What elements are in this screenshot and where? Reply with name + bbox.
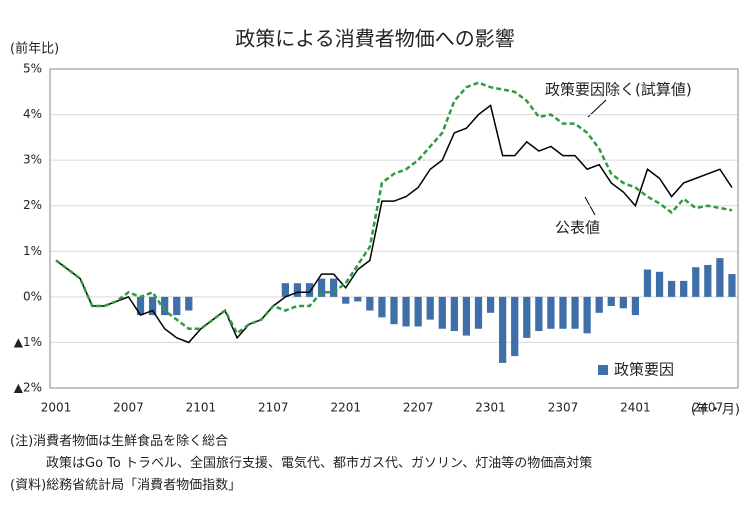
bar — [414, 296, 422, 327]
note: (注)消費者物価は生鮮食品を除く総合 — [10, 434, 229, 449]
note: (資料)総務省統計局「消費者物価指数」 — [10, 478, 242, 493]
bar — [342, 296, 350, 304]
y-tick-label: 5% — [23, 62, 42, 76]
bar — [462, 296, 471, 336]
y-tick-label: ▲1% — [14, 335, 42, 349]
bar — [173, 296, 181, 316]
bar — [692, 267, 700, 297]
bar — [728, 274, 736, 297]
y-tick-label: 4% — [23, 107, 42, 121]
x-tick-label: 2201 — [330, 401, 361, 415]
bar — [535, 296, 543, 332]
series-label: 公表値 — [555, 219, 600, 237]
y-tick-label: ▲2% — [14, 381, 42, 395]
bar — [317, 278, 326, 297]
chart-title: 政策による消費者物価への影響 — [235, 27, 514, 51]
x-tick-label: 2207 — [403, 401, 434, 415]
x-tick-label: 2007 — [113, 401, 144, 415]
bar — [354, 296, 362, 302]
bar — [293, 283, 302, 297]
bar — [583, 296, 591, 334]
bar — [426, 296, 434, 320]
x-tick-label: 2307 — [548, 401, 579, 415]
bar — [547, 296, 555, 329]
plot-frame — [49, 68, 739, 389]
x-tick-label: 2001 — [41, 401, 72, 415]
note: 政策はGo To トラベル、全国旅行支援、電気代、都市ガス代、ガソリン、灯油等の… — [46, 456, 593, 471]
bar — [667, 280, 676, 297]
series-label: 政策要因 — [614, 361, 674, 379]
y-tick-label: 0% — [23, 289, 42, 303]
bar — [161, 296, 169, 316]
bar — [136, 296, 145, 316]
chart: 政策による消費者物価への影響 (前年比) (年・月) ▲2% ▲1% 0% 1% 2% 3… — [10, 27, 740, 418]
bar — [185, 296, 193, 311]
bar — [148, 296, 157, 316]
bar — [305, 283, 314, 297]
x-tick-label: 2301 — [475, 401, 506, 415]
bar — [486, 296, 495, 313]
bar — [499, 296, 507, 363]
x-tick-label: 2407 — [693, 401, 724, 415]
x-axis-label: (年・月) — [691, 403, 740, 418]
bar — [330, 278, 338, 297]
y-tick-label: 3% — [23, 153, 42, 167]
bar — [523, 296, 531, 338]
bar — [402, 296, 410, 327]
y-axis-label: (前年比) — [10, 41, 59, 57]
x-tick-label: 2401 — [620, 401, 651, 415]
bar — [511, 296, 519, 357]
bar — [450, 296, 458, 332]
y-tick-label: 1% — [23, 244, 42, 258]
bar — [631, 296, 640, 316]
bar — [390, 296, 398, 325]
bar — [378, 296, 386, 318]
bar — [655, 271, 664, 297]
x-tick-label: 2107 — [258, 401, 289, 415]
bar — [366, 296, 374, 311]
x-tick-label: 2101 — [186, 401, 217, 415]
legend-swatch — [598, 365, 608, 375]
series-label: 政策要因除く(試算値) — [545, 81, 692, 99]
bar — [559, 296, 567, 329]
bar — [619, 296, 627, 309]
line-series — [55, 104, 733, 344]
bar — [607, 296, 615, 306]
bar — [595, 296, 603, 313]
bar — [716, 258, 724, 297]
bar — [474, 296, 483, 329]
bar — [680, 280, 688, 297]
line-series — [55, 81, 733, 336]
bar — [438, 296, 446, 329]
bar — [281, 283, 289, 297]
y-tick-label: 2% — [23, 198, 42, 212]
bar — [643, 269, 652, 297]
bar — [704, 264, 712, 297]
bar — [571, 296, 579, 329]
